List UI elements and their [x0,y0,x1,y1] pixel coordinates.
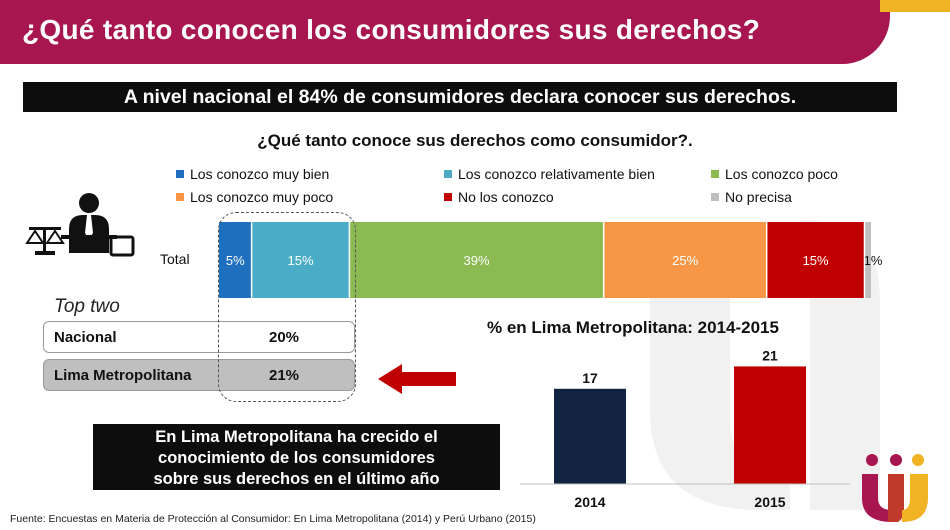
data-label: 15% [803,253,829,268]
x-tick-label: 2014 [574,494,605,510]
year-bar [554,388,626,484]
arrow-left-icon [378,364,456,394]
bar-segment [766,222,865,298]
legend-item-muy-poco: Los conozco muy poco [176,189,333,205]
legend-label: Los conozco muy bien [190,166,330,182]
row-value: 21% [269,367,300,384]
page-title: ¿Qué tanto conocen los consumidores sus … [22,14,761,45]
legend-item-poco: Los conozco poco [711,166,838,182]
brand-logo [862,454,928,522]
legend-item-relativamente-bien: Los conozco relativamente bien [444,166,655,182]
x-tick-label: 2015 [754,494,785,510]
legend-label: Los conozco muy poco [190,189,334,205]
legend-swatch [711,193,719,201]
data-label: 17 [582,370,598,386]
top-two-highlight [218,212,356,402]
data-label: 1% [864,253,883,268]
data-label: 21 [762,347,778,363]
legend-swatch [444,170,452,178]
top-two-row-lima: Lima Metropolitana 21% [43,359,355,391]
note-line: sobre sus derechos en el último año [153,470,440,488]
row-label: Lima Metropolitana [54,367,192,384]
insight-note: En Lima Metropolitana ha crecido el cono… [93,424,500,490]
legend-swatch [176,170,184,178]
lima-chart-title: % en Lima Metropolitana: 2014-2015 [487,318,779,337]
header-bar [0,0,890,64]
bar-segment [349,222,604,298]
legend-swatch [711,170,719,178]
bar-segment [603,222,767,298]
legend-swatch [444,193,452,201]
row-value: 20% [269,329,300,346]
note-line: conocimiento de los consumidores [158,449,435,467]
year-bar [734,366,806,484]
note-line: En Lima Metropolitana ha crecido el [155,428,438,446]
row-label: Nacional [54,329,117,346]
data-label: 5% [226,253,245,268]
legend-label: Los conozco relativamente bien [458,166,655,182]
category-label-total: Total [160,251,190,267]
source-footer: Fuente: Encuestas en Materia de Protecci… [10,513,536,525]
summary-banner: A nivel nacional el 84% de consumidores … [23,82,897,112]
top-two-title: Top two [54,296,120,317]
bar-segment [219,222,252,298]
legend-swatch [176,193,184,201]
chart-title: ¿Qué tanto conoce sus derechos como cons… [257,131,693,150]
bar-segment [251,222,350,298]
data-label: 25% [672,253,698,268]
legend-item-no-precisa: No precisa [711,189,792,205]
legend-label: No los conozco [458,189,554,205]
data-label: 15% [287,253,313,268]
legend-label: No precisa [725,189,792,205]
legend-item-no-conozco: No los conozco [444,189,554,205]
header-accent [880,0,950,12]
data-label: 39% [464,253,490,268]
consumer-rights-icon [25,193,135,257]
legend-item-muy-bien: Los conozco muy bien [176,166,329,182]
top-two-row-nacional: Nacional 20% [43,321,355,353]
bar-segment [864,222,871,298]
legend-label: Los conozco poco [725,166,838,182]
